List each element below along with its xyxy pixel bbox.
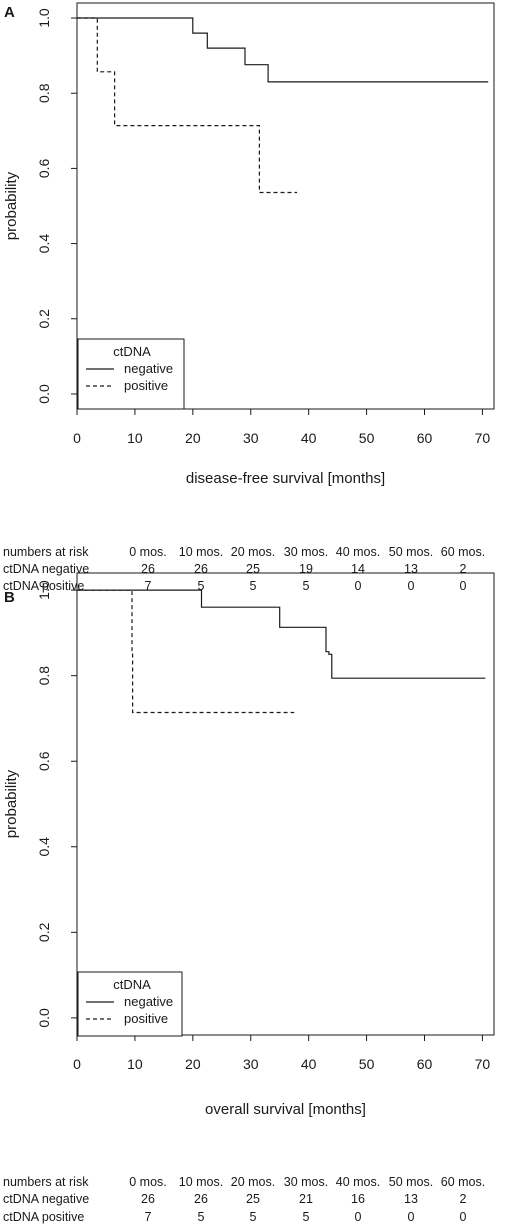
- panel-b-risk-cell: 26: [141, 1192, 155, 1206]
- panel-b-legend-title: ctDNA: [113, 977, 151, 992]
- panel-a-x-tick-label: 50: [359, 430, 375, 446]
- panel-a-y-tick-label: 0.4: [36, 234, 52, 254]
- panel-b-letter: B: [4, 589, 15, 606]
- panel-b-curve-negative: [77, 589, 486, 679]
- panel-a-curve-negative: [77, 17, 489, 83]
- panel-b-x-tick-label: 20: [185, 1056, 201, 1072]
- panel-b-risk-cell: 16: [351, 1192, 365, 1206]
- panel-a-x-tick-label: 60: [417, 430, 433, 446]
- panel-b-x-tick-label: 0: [73, 1056, 81, 1072]
- panel-a-y-tick-label: 0.8: [36, 83, 52, 103]
- panel-a-legend-title: ctDNA: [113, 344, 151, 359]
- panel-b-risk-header-cell: 30 mos.: [284, 1175, 328, 1189]
- panel-b-risk-cell: 5: [250, 1210, 257, 1224]
- panel-b-x-tick-label: 60: [417, 1056, 433, 1072]
- panel-a-risk-cell: 13: [404, 562, 418, 576]
- panel-a-risk-row-label: ctDNA positive: [3, 579, 84, 593]
- panel-b-x-tick-label: 50: [359, 1056, 375, 1072]
- panel-a-risk-cell: 26: [141, 562, 155, 576]
- panel-b-risk-cell: 25: [246, 1192, 260, 1206]
- panel-b-y-tick-label: 1.0: [36, 580, 52, 600]
- panel-a-y-tick-label: 0.0: [36, 384, 52, 404]
- panel-b-risk-cell: 5: [303, 1210, 310, 1224]
- panel-a-risk-header-cell: 10 mos.: [179, 545, 223, 559]
- panel-a-risk-cell: 5: [250, 579, 257, 593]
- panel-a-y-tick-label: 1.0: [36, 8, 52, 28]
- panel-a-curve-positive: [77, 17, 298, 194]
- panel-a-letter: A: [4, 4, 15, 21]
- panel-b-y-tick-label: 0.4: [36, 837, 52, 857]
- panel-b-risk-cell: 0: [355, 1210, 362, 1224]
- panel-a-risk-cell: 2: [460, 562, 467, 576]
- panel-b-y-tick-label: 0.0: [36, 1008, 52, 1028]
- panel-b-risk-cell: 5: [198, 1210, 205, 1224]
- panel-a-y-axis-label: probability: [3, 171, 20, 240]
- panel-b-y-tick-label: 0.6: [36, 751, 52, 771]
- panel-b-risk-cell: 0: [408, 1210, 415, 1224]
- panel-a-y-tick-label: 0.6: [36, 158, 52, 178]
- panel-a-x-tick-label: 20: [185, 430, 201, 446]
- panel-a-risk-cell: 7: [145, 579, 152, 593]
- panel-a-legend-box: [77, 338, 185, 410]
- panel-a-x-tick-label: 70: [475, 430, 491, 446]
- panel-b-y-tick-label: 0.2: [36, 922, 52, 942]
- panel-b-risk-cell: 2: [460, 1192, 467, 1206]
- panel-b-risk-header-cell: 20 mos.: [231, 1175, 275, 1189]
- panel-b-legend-box: [77, 971, 183, 1037]
- panel-a-risk-header-cell: 40 mos.: [336, 545, 380, 559]
- panel-b-risk-header-cell: 40 mos.: [336, 1175, 380, 1189]
- panel-b-risk-header-cell: 60 mos.: [441, 1175, 485, 1189]
- panel-b-risk-row-label: ctDNA positive: [3, 1210, 84, 1224]
- panel-a-risk-cell: 25: [246, 562, 260, 576]
- panel-b-risk-header-label: numbers at risk: [3, 1175, 89, 1189]
- panel-b-risk-cell: 0: [460, 1210, 467, 1224]
- panel-b-x-tick-label: 70: [475, 1056, 491, 1072]
- panel-a-risk-cell: 0: [408, 579, 415, 593]
- panel-a-risk-header-cell: 50 mos.: [389, 545, 433, 559]
- panel-a-risk-cell: 19: [299, 562, 313, 576]
- panel-a-risk-header-cell: 20 mos.: [231, 545, 275, 559]
- panel-b-x-axis-label: overall survival [months]: [205, 1101, 366, 1118]
- panel-b-risk-header-cell: 10 mos.: [179, 1175, 223, 1189]
- panel-a-risk-cell: 0: [460, 579, 467, 593]
- panel-b-y-tick-label: 0.8: [36, 666, 52, 686]
- panel-a-risk-header-cell: 0 mos.: [129, 545, 167, 559]
- panel-a-risk-cell: 26: [194, 562, 208, 576]
- panel-b-x-tick-label: 40: [301, 1056, 317, 1072]
- panel-b-risk-row-label: ctDNA negative: [3, 1192, 89, 1206]
- panel-b-risk-cell: 7: [145, 1210, 152, 1224]
- panel-a-risk-cell: 5: [303, 579, 310, 593]
- panel-b-risk-cell: 21: [299, 1192, 313, 1206]
- panel-a-risk-header-label: numbers at risk: [3, 545, 89, 559]
- panel-a-risk-cell: 5: [198, 579, 205, 593]
- panel-a-risk-cell: 14: [351, 562, 365, 576]
- panel-a-x-axis-label: disease-free survival [months]: [186, 470, 385, 487]
- panel-a-x-tick-label: 40: [301, 430, 317, 446]
- panel-a-legend-entry-negative: negative: [124, 361, 173, 376]
- panel-b-plot-frame: [76, 572, 495, 1036]
- panel-b-x-tick-label: 10: [127, 1056, 143, 1072]
- panel-b-risk-header-cell: 50 mos.: [389, 1175, 433, 1189]
- panel-a-y-tick-label: 0.2: [36, 309, 52, 329]
- panel-a-x-tick-label: 10: [127, 430, 143, 446]
- panel-a-plot-frame: [76, 2, 495, 410]
- panel-a-risk-row-label: ctDNA negative: [3, 562, 89, 576]
- panel-b-x-tick-label: 30: [243, 1056, 259, 1072]
- panel-a-risk-header-cell: 60 mos.: [441, 545, 485, 559]
- panel-b-y-axis-label: probability: [3, 769, 20, 838]
- panel-a-risk-cell: 0: [355, 579, 362, 593]
- panel-b-risk-header-cell: 0 mos.: [129, 1175, 167, 1189]
- panel-b-legend-entry-positive: positive: [124, 1011, 168, 1026]
- panel-a-risk-header-cell: 30 mos.: [284, 545, 328, 559]
- panel-a-legend-entry-positive: positive: [124, 378, 168, 393]
- panel-b-risk-cell: 26: [194, 1192, 208, 1206]
- panel-b-curve-positive: [77, 589, 295, 714]
- panel-b-risk-cell: 13: [404, 1192, 418, 1206]
- panel-b-legend-entry-negative: negative: [124, 994, 173, 1009]
- panel-a-x-tick-label: 0: [73, 430, 81, 446]
- panel-a-x-tick-label: 30: [243, 430, 259, 446]
